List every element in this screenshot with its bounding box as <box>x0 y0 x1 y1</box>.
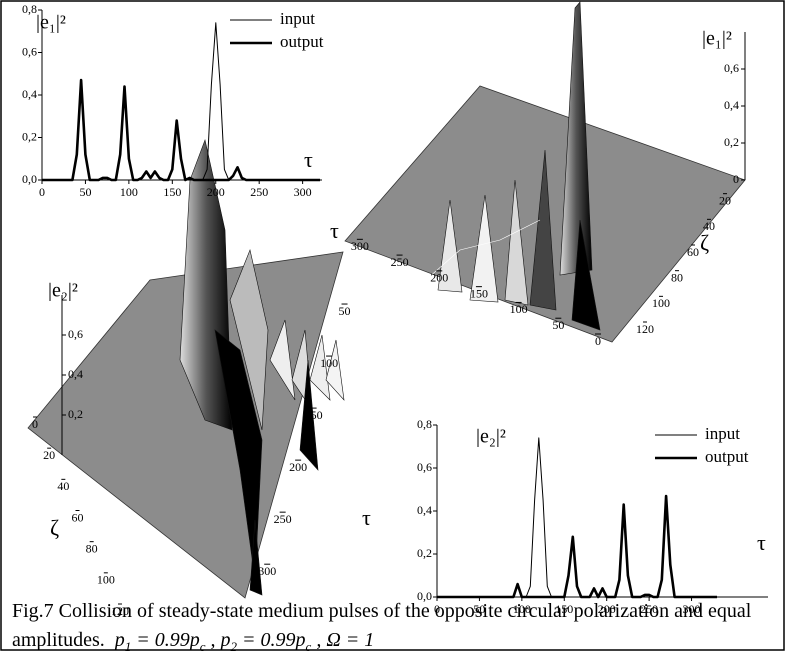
formula-part: c <box>305 639 312 651</box>
z-axis-label: |e₂|² <box>48 280 78 302</box>
y-tick-label: 40 <box>57 479 69 493</box>
x-tick-label: 50 <box>473 602 485 616</box>
y-tick-label: 0,2 <box>22 129 37 143</box>
x-tick-label: 300 <box>683 602 701 616</box>
x-tick-label: 300 <box>258 564 276 578</box>
formula-part: 1 <box>124 639 132 651</box>
x-tick-label: 50 <box>79 185 91 199</box>
formula-part: p <box>189 629 200 651</box>
formula-part: , Ω = 1 <box>311 629 375 651</box>
y-tick-label: 60 <box>72 510 84 524</box>
x-tick-label: 250 <box>250 185 268 199</box>
formula-part: p <box>114 629 125 651</box>
surface-ridges <box>179 138 345 596</box>
x-tick-label: 100 <box>510 302 528 316</box>
x-tick-label: 100 <box>513 602 531 616</box>
x-tick-label: 50 <box>552 318 564 332</box>
series-line <box>42 78 320 182</box>
x-tick-label: 200 <box>207 185 225 199</box>
y-tick-label: 0,6 <box>417 460 432 474</box>
x-tick-label: 0 <box>434 602 440 616</box>
y-tick-label: 100 <box>652 296 670 310</box>
y-tick-label: 0,8 <box>417 417 432 431</box>
z-axis-label: |e₁|² <box>702 28 732 50</box>
x-tick-label: 0 <box>39 185 45 199</box>
series-line <box>437 494 717 599</box>
x-axis-label: τ <box>330 218 339 243</box>
caption-text: Fig.7 Collision of steady-state medium p… <box>12 600 752 651</box>
legend-label: output <box>280 32 324 51</box>
y-axis-label: ζ <box>50 515 59 540</box>
formula-part: , <box>205 629 221 651</box>
y-tick-label: 80 <box>671 270 683 284</box>
formula-part: 2 <box>230 639 238 651</box>
y-tick-label: 120 <box>111 604 129 618</box>
x-tick-label: 0 <box>595 334 601 348</box>
x-tick-label: 300 <box>351 239 369 253</box>
x-tick-label: 200 <box>430 271 448 285</box>
x-tick-label: 100 <box>120 185 138 199</box>
formula-part: c <box>199 639 206 651</box>
caption-formula: p1 = 0.99pc , p2 = 0.99pc , Ω = 1 <box>115 629 375 651</box>
x-tick-label: 150 <box>305 408 323 422</box>
y-axis-label: |e₁|² <box>36 12 66 34</box>
x-axis-label: τ <box>757 530 766 555</box>
z-tick-label: 0,2 <box>724 135 739 149</box>
z-tick-label: 0,6 <box>724 61 739 75</box>
y-tick-label: 60 <box>687 245 699 259</box>
formula-part: = 0.99 <box>237 629 296 651</box>
z-tick-label: 0,4 <box>724 98 739 112</box>
y-tick-label: 0,4 <box>22 87 37 101</box>
y-tick-label: 40 <box>703 219 715 233</box>
x-tick-label: 200 <box>289 460 307 474</box>
z-tick-label: 0,6 <box>68 327 83 341</box>
x-tick-label: 250 <box>274 512 292 526</box>
x-axis-label: τ <box>304 147 313 172</box>
y-axis-label: ζ <box>700 230 709 255</box>
formula-part: p <box>295 629 306 651</box>
y-tick-label: 20 <box>43 448 55 462</box>
caption: Fig.7 Collision of steady-state medium p… <box>12 597 774 651</box>
x-tick-label: 300 <box>294 185 312 199</box>
x-tick-label: 150 <box>163 185 181 199</box>
y-tick-label: 20 <box>719 193 731 207</box>
x-tick-label: 250 <box>640 602 658 616</box>
z-tick-label: 0,2 <box>68 407 83 421</box>
y-tick-label: 0 <box>32 417 38 431</box>
x-tick-label: 150 <box>555 602 573 616</box>
y-tick-label: 100 <box>97 573 115 587</box>
formula-part: p <box>220 629 231 651</box>
y-tick-label: 0,2 <box>417 546 432 560</box>
y-tick-label: 80 <box>86 541 98 555</box>
y-tick-label: 0,8 <box>22 2 37 16</box>
z-tick-label: 0,4 <box>68 367 83 381</box>
formula-part: = 0.99 <box>131 629 190 651</box>
legend-label: input <box>280 9 315 28</box>
x-tick-label: 50 <box>339 304 351 318</box>
x-tick-label: 200 <box>598 602 616 616</box>
y-tick-label: 0,4 <box>417 503 432 517</box>
x-tick-label: 100 <box>320 356 338 370</box>
surface-ridges <box>419 1 601 331</box>
y-tick-label: 0,0 <box>22 172 37 186</box>
y-tick-label: 120 <box>636 322 654 336</box>
x-axis-label: τ <box>362 505 371 530</box>
x-tick-label: 150 <box>470 286 488 300</box>
legend-label: output <box>705 447 749 466</box>
y-tick-label: 0,0 <box>417 589 432 603</box>
x-tick-label: 250 <box>391 255 409 269</box>
y-tick-label: 0,6 <box>22 44 37 58</box>
y-axis-label: |e₂|² <box>476 426 506 448</box>
legend-label: input <box>705 424 740 443</box>
z-tick-label: 0 <box>733 172 739 186</box>
